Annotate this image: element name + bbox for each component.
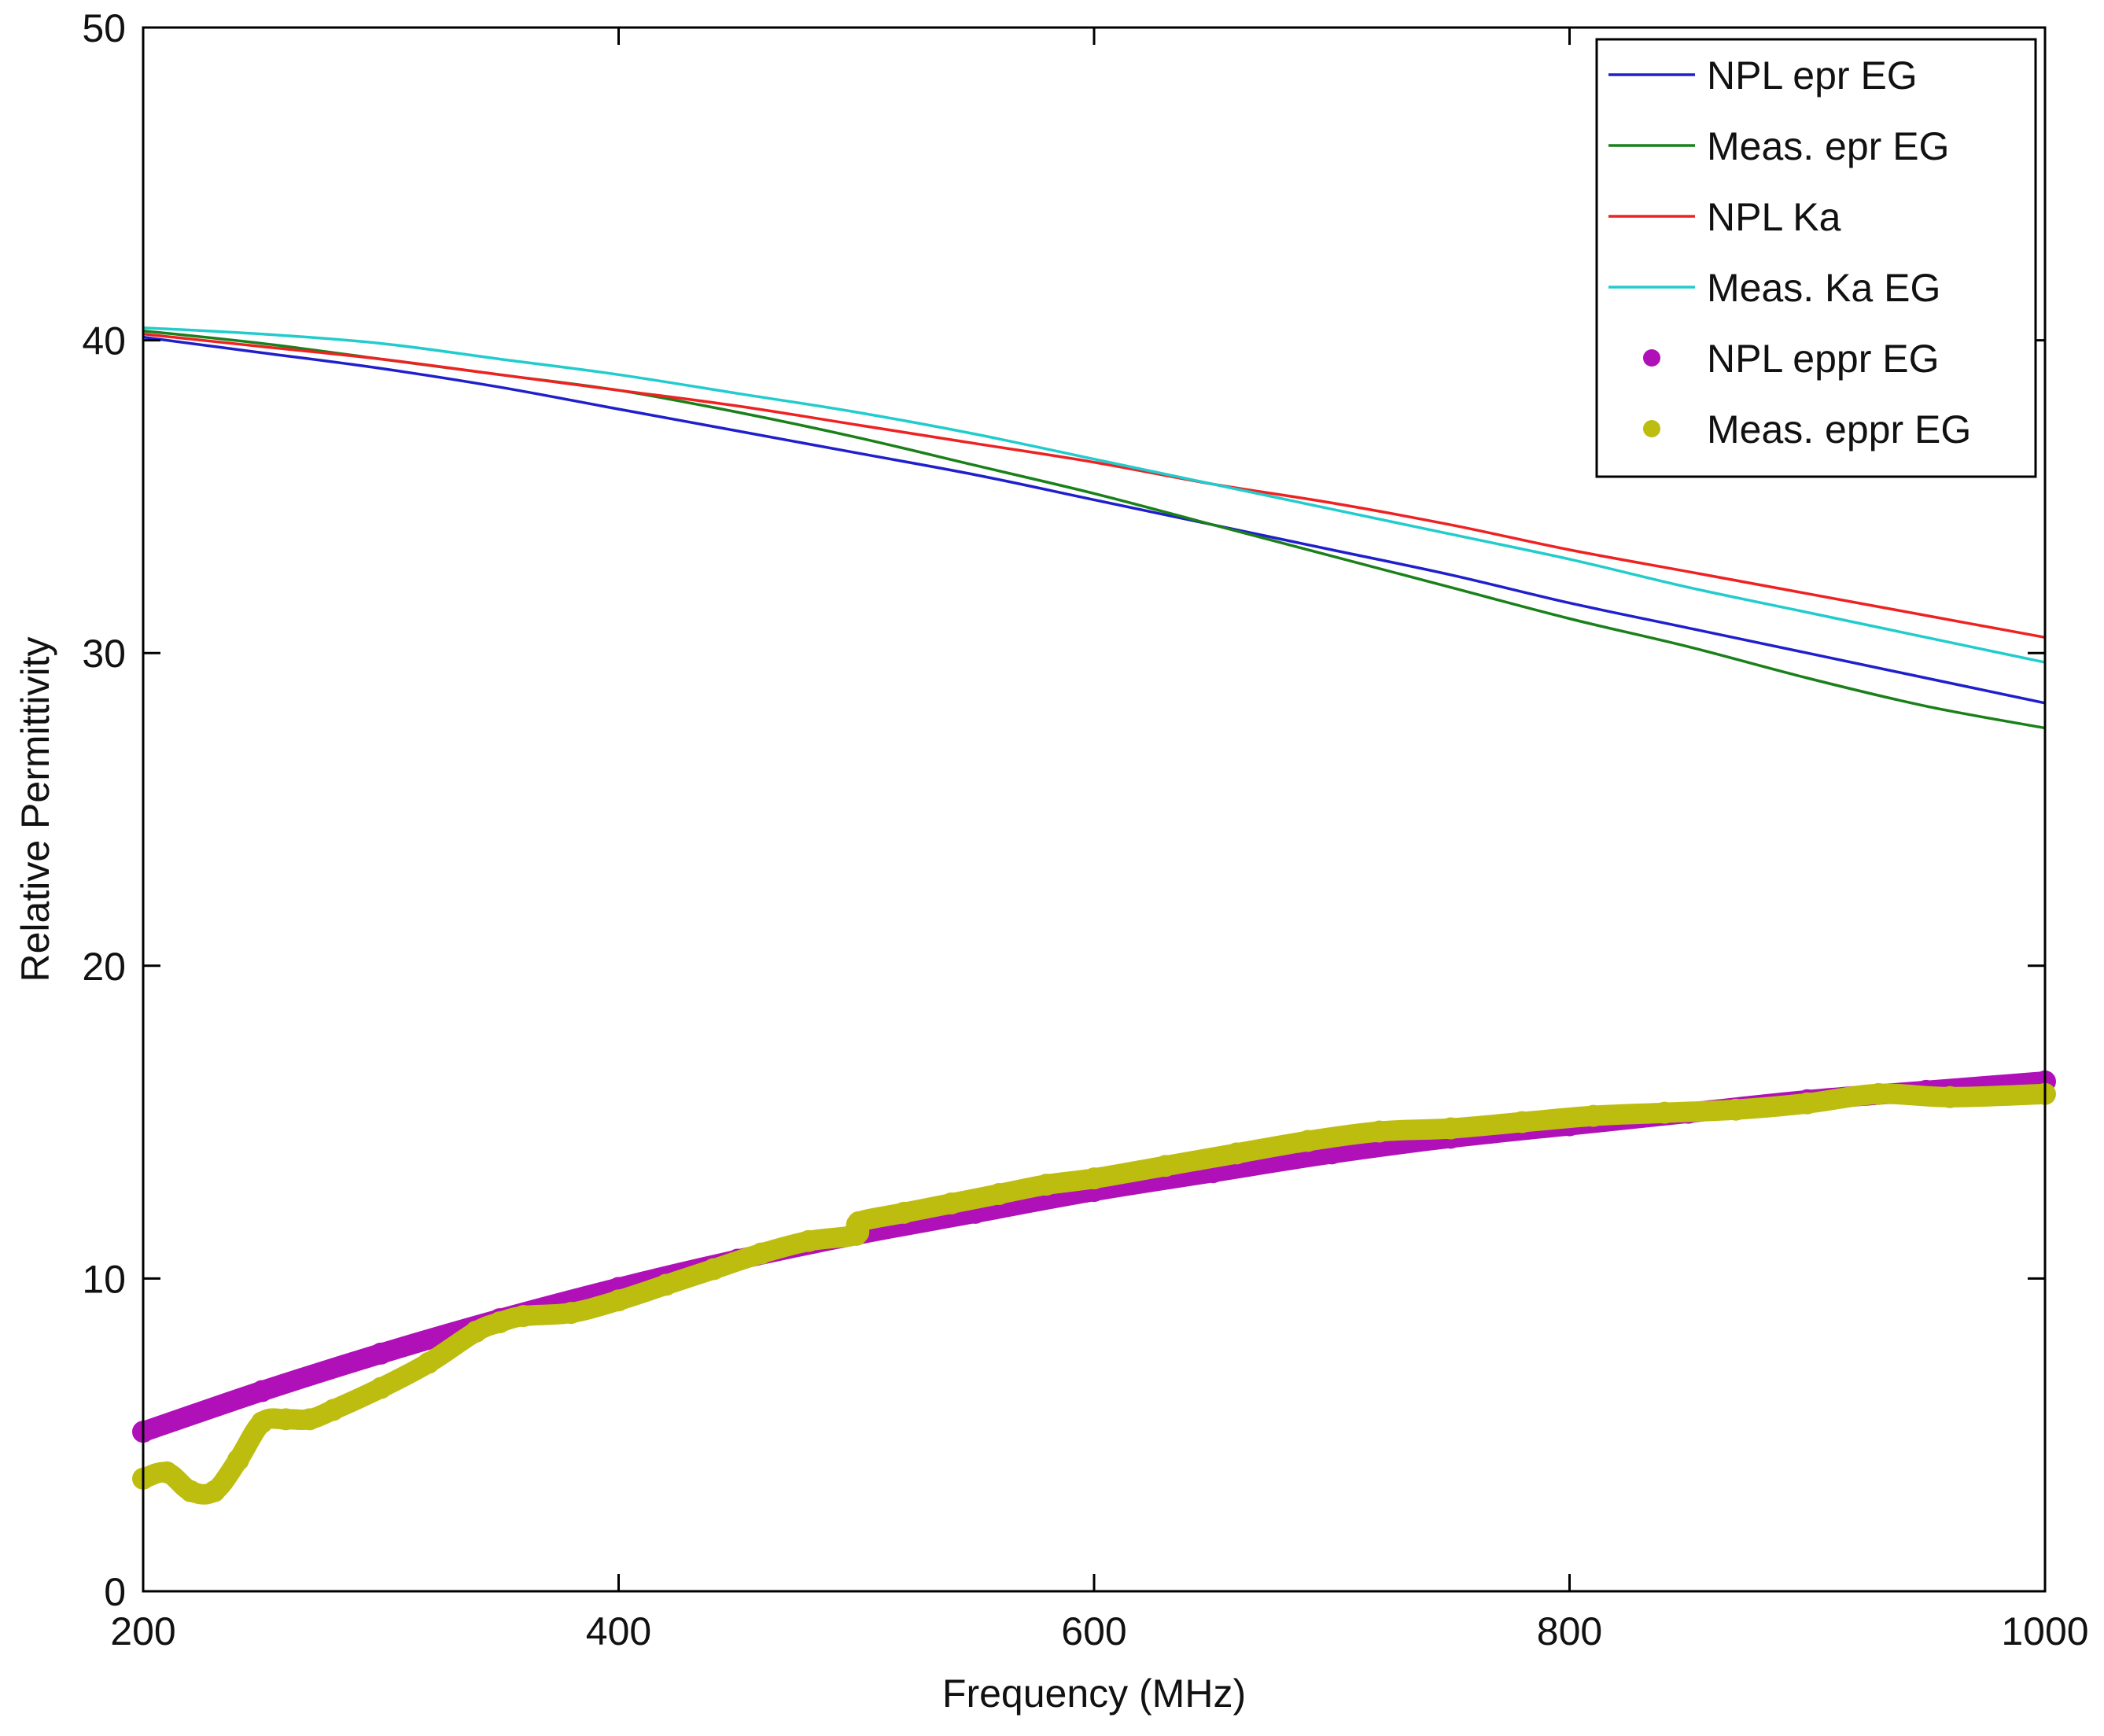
series-point [251, 1380, 274, 1402]
series-point [370, 1342, 392, 1365]
series-point [1582, 1104, 1605, 1127]
series-point [1725, 1098, 1748, 1121]
legend-item: Meas. eppr EG [1643, 407, 1971, 452]
series-point [1368, 1120, 1391, 1143]
series-npl-ka [142, 332, 2046, 639]
series-point [1653, 1101, 1676, 1124]
legend-label: NPL epr EG [1707, 53, 1918, 98]
legend-item: NPL Ka [1608, 195, 1841, 239]
series-point [512, 1305, 535, 1328]
series-npl-epr-eg [142, 335, 2046, 705]
series-point [1796, 1092, 1818, 1115]
legend-item: NPL eppr EG [1643, 337, 1940, 381]
y-tick-label: 10 [82, 1257, 126, 1301]
y-tick-label: 20 [82, 945, 126, 989]
series-point [1439, 1117, 1462, 1140]
legend-label: Meas. eppr EG [1707, 407, 1971, 452]
series-point [203, 1480, 226, 1502]
series-point [1511, 1111, 1534, 1133]
series-point [607, 1289, 630, 1312]
series-point [417, 1351, 440, 1374]
series-point [893, 1201, 916, 1224]
series-layer [132, 326, 2056, 1505]
series-point [940, 1192, 963, 1214]
legend-item: NPL epr EG [1608, 53, 1918, 98]
x-tick-label: 1000 [2001, 1609, 2088, 1653]
series-point [798, 1229, 820, 1252]
series-line [142, 326, 2046, 664]
x-tick-label: 200 [110, 1609, 175, 1653]
plot-frame [142, 26, 2047, 1593]
series-point [702, 1258, 725, 1281]
ticks-layer: 200 400 600 800 1000 0 10 20 30 40 50 [82, 6, 2088, 1653]
series-point [298, 1408, 321, 1431]
x-tick-label: 600 [1061, 1609, 1126, 1653]
x-tick-label: 400 [586, 1609, 651, 1653]
series-point [1154, 1155, 1177, 1178]
series-point [560, 1302, 583, 1325]
series-point [275, 1408, 297, 1431]
series-point [322, 1399, 345, 1421]
series-line [142, 335, 2046, 705]
legend-label: Meas. epr EG [1707, 124, 1949, 168]
legend-label: Meas. Ka EG [1707, 266, 1940, 310]
series-point [227, 1449, 249, 1472]
y-tick-label: 0 [104, 1570, 126, 1614]
legend-label: NPL eppr EG [1707, 337, 1940, 381]
series-point [179, 1480, 202, 1502]
series-meas-eppr-eg [132, 1082, 2056, 1505]
series-point [1225, 1142, 1248, 1165]
series-point [1867, 1082, 1890, 1105]
legend-label: NPL Ka [1707, 195, 1841, 239]
series-point [1939, 1085, 1962, 1108]
series-point [251, 1411, 274, 1434]
legend-item: Meas. epr EG [1608, 124, 1949, 168]
series-line [142, 332, 2046, 639]
x-tick-label: 800 [1537, 1609, 1602, 1653]
series-point [654, 1273, 677, 1296]
series-point [1035, 1174, 1058, 1196]
y-axis-label: Relative Permittivity [13, 637, 57, 982]
series-point [156, 1461, 179, 1484]
series-point [1083, 1167, 1105, 1190]
y-tick-label: 50 [82, 6, 126, 50]
series-point [488, 1311, 511, 1334]
legend-swatch-marker [1643, 420, 1660, 437]
legend-box [1595, 38, 2037, 478]
series-point [988, 1183, 1011, 1206]
series-meas-ka-eg [142, 326, 2046, 664]
legend: NPL epr EG Meas. epr EG NPL Ka Meas. Ka EG N… [1595, 38, 2037, 478]
series-point [1297, 1130, 1320, 1152]
legend-swatch-marker [1643, 349, 1660, 367]
series-point [465, 1320, 488, 1343]
legend-item: Meas. Ka EG [1608, 266, 1940, 310]
series-point [370, 1377, 392, 1399]
y-tick-label: 30 [82, 632, 126, 676]
series-point [750, 1242, 772, 1265]
series-point [847, 1211, 870, 1233]
y-tick-label: 40 [82, 319, 126, 363]
x-axis-label: Frequency (MHz) [942, 1671, 1246, 1716]
